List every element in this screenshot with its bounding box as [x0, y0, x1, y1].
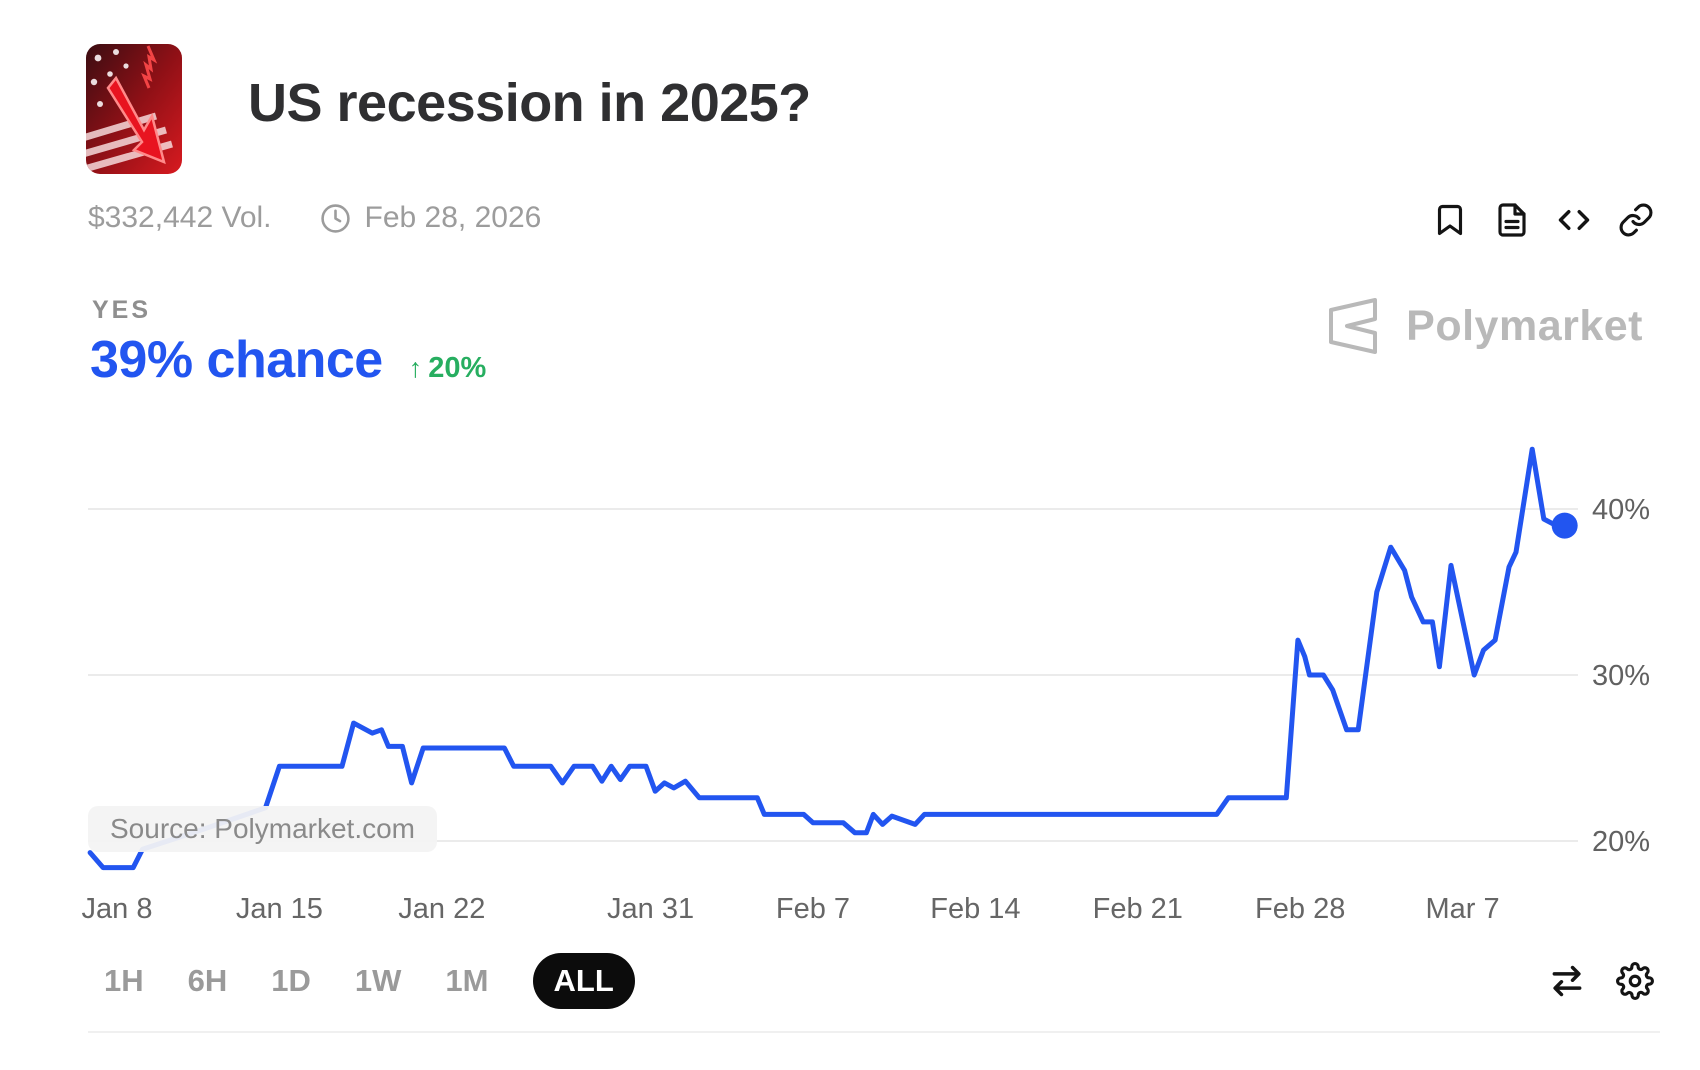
chance-change: ↑ 20% — [409, 352, 487, 385]
range-button-1h[interactable]: 1H — [104, 963, 144, 998]
embed-code-icon[interactable] — [1556, 202, 1592, 238]
range-button-all[interactable]: ALL — [532, 953, 635, 1009]
flag-crash-art — [86, 44, 182, 174]
x-tick-jan-15: Jan 15 — [236, 893, 323, 925]
market-thumbnail — [86, 44, 182, 174]
x-tick-jan-31: Jan 31 — [607, 893, 694, 925]
x-tick-feb-21: Feb 21 — [1093, 893, 1183, 925]
range-button-6h[interactable]: 6H — [187, 963, 228, 998]
source-attribution: Source: Polymarket.com — [88, 806, 437, 852]
range-button-1w[interactable]: 1W — [354, 963, 402, 998]
meta-row: $332,442 Vol. Feb 28, 2026 — [88, 200, 541, 236]
clock-icon — [320, 203, 351, 234]
current-price-dot — [1551, 512, 1578, 539]
x-tick-mar-7: Mar 7 — [1426, 893, 1500, 925]
x-tick-feb-14: Feb 14 — [930, 893, 1020, 925]
chance-change-value: 20% — [428, 352, 487, 384]
end-date-text: Feb 28, 2026 — [364, 201, 542, 234]
range-button-1d[interactable]: 1D — [271, 963, 311, 998]
polymarket-wordmark: Polymarket — [1406, 301, 1643, 350]
x-tick-jan-8: Jan 8 — [82, 893, 153, 925]
x-tick-jan-22: Jan 22 — [398, 893, 485, 925]
market-title: US recession in 2025? — [248, 73, 811, 133]
range-selector: 1H 6H 1D 1W 1M ALL — [104, 952, 635, 1010]
link-icon[interactable] — [1618, 202, 1654, 238]
bookmark-icon[interactable] — [1432, 202, 1468, 238]
outcome-label: YES — [92, 296, 152, 324]
gear-icon[interactable] — [1616, 962, 1654, 1000]
y-tick-20%: 20% — [1592, 826, 1650, 858]
y-tick-40%: 40% — [1592, 494, 1650, 526]
chance-value: 39% chance — [90, 331, 383, 389]
chance-row: 39% chance ↑ 20% — [90, 330, 486, 390]
bottom-divider — [88, 1031, 1660, 1033]
price-line — [87, 446, 1568, 871]
polymarket-brand: Polymarket — [1326, 296, 1643, 356]
x-tick-feb-7: Feb 7 — [776, 893, 850, 925]
range-button-1m[interactable]: 1M — [445, 963, 489, 998]
chart-tools — [1548, 962, 1654, 1000]
document-icon[interactable] — [1494, 202, 1530, 238]
volume-text: $332,442 Vol. — [88, 201, 272, 234]
x-tick-feb-28: Feb 28 — [1255, 893, 1345, 925]
y-tick-30%: 30% — [1592, 660, 1650, 692]
up-arrow-icon: ↑ — [408, 353, 423, 383]
header-actions — [1432, 202, 1654, 238]
swap-arrows-icon[interactable] — [1548, 962, 1586, 1000]
polymarket-logo-icon — [1326, 296, 1380, 356]
